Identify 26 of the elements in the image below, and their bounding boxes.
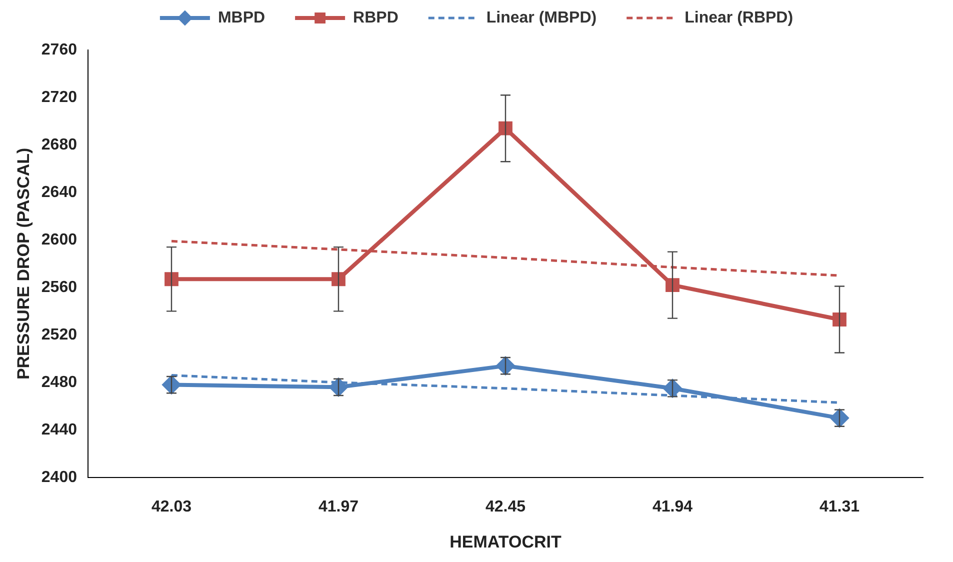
legend-label: Linear (MBPD) — [486, 9, 597, 26]
legend-label: MBPD — [218, 9, 266, 26]
legend-label: Linear (RBPD) — [684, 9, 794, 26]
point — [329, 378, 348, 396]
y-axis-title: PRESSURE DROP (PASCAL) — [14, 148, 33, 380]
x-tick-label: 41.97 — [318, 498, 359, 516]
y-tick-label: 2760 — [41, 41, 78, 58]
y-tick-label: 2640 — [41, 184, 78, 201]
point — [496, 356, 514, 375]
y-tick-label: 2520 — [41, 326, 78, 344]
point — [664, 379, 682, 398]
y-tick-label: 2600 — [41, 231, 78, 248]
y-tick-label: 2560 — [41, 278, 78, 296]
y-tick-label: 2440 — [41, 421, 78, 438]
x-tick-label: 42.45 — [485, 498, 526, 516]
x-tick-label: 42.03 — [151, 498, 192, 516]
x-tick-label: 41.31 — [819, 498, 860, 516]
legend-label: RBPD — [353, 9, 398, 26]
y-tick-label: 2480 — [41, 374, 78, 391]
point — [162, 376, 180, 394]
y-tick-label: 2680 — [41, 136, 78, 154]
x-axis-title: HEMATOCRIT — [450, 532, 562, 552]
x-tick-label: 41.94 — [652, 498, 693, 516]
y-tick-label: 2720 — [41, 88, 78, 106]
y-tick-label: 2400 — [41, 468, 78, 486]
point — [830, 409, 848, 428]
